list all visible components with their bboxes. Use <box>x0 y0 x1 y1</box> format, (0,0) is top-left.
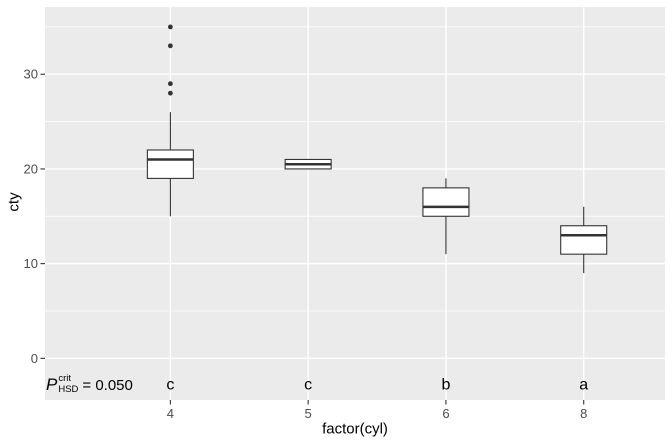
p-superscript: crit <box>58 373 72 385</box>
outlier-point <box>167 24 173 30</box>
boxplot-cyl-6 <box>422 178 470 255</box>
x-tick-label: 8 <box>580 406 587 421</box>
group-letter: a <box>579 376 588 393</box>
x-tick-label: 4 <box>167 406 174 421</box>
box <box>146 149 194 179</box>
x-axis-title: factor(cyl) <box>322 420 388 438</box>
y-tick-label: 30 <box>24 67 38 82</box>
p-value: = 0.050 <box>82 376 133 394</box>
boxplot-cyl-8 <box>560 206 608 274</box>
group-letter: b <box>441 376 450 393</box>
box <box>422 187 470 217</box>
group-letter: c <box>166 376 174 393</box>
x-tick-label: 6 <box>442 406 449 421</box>
group-letter: c <box>304 376 312 393</box>
y-tick-label: 0 <box>31 351 38 366</box>
outlier-point <box>167 90 173 96</box>
y-axis-title: cty <box>5 192 23 212</box>
x-tick-label: 5 <box>305 406 312 421</box>
axis-ticks <box>40 73 585 405</box>
p-subscript: HSD <box>58 384 79 395</box>
y-tick-label: 10 <box>24 256 38 271</box>
outlier-point <box>167 43 173 49</box>
outlier-point <box>167 81 173 87</box>
p-scripts: crit HSD <box>58 373 79 396</box>
y-tick-label: 20 <box>24 161 38 176</box>
p-symbol: P <box>46 375 58 394</box>
tick-labels: 0 10 20 30 4 5 6 8 <box>24 67 588 421</box>
boxplot-cyl-4 <box>146 24 194 217</box>
boxplot-cyl-5 <box>284 158 332 170</box>
panel-background <box>45 7 665 400</box>
p-crit-annotation: P crit HSD = 0.050 <box>46 371 133 399</box>
box <box>560 225 608 255</box>
